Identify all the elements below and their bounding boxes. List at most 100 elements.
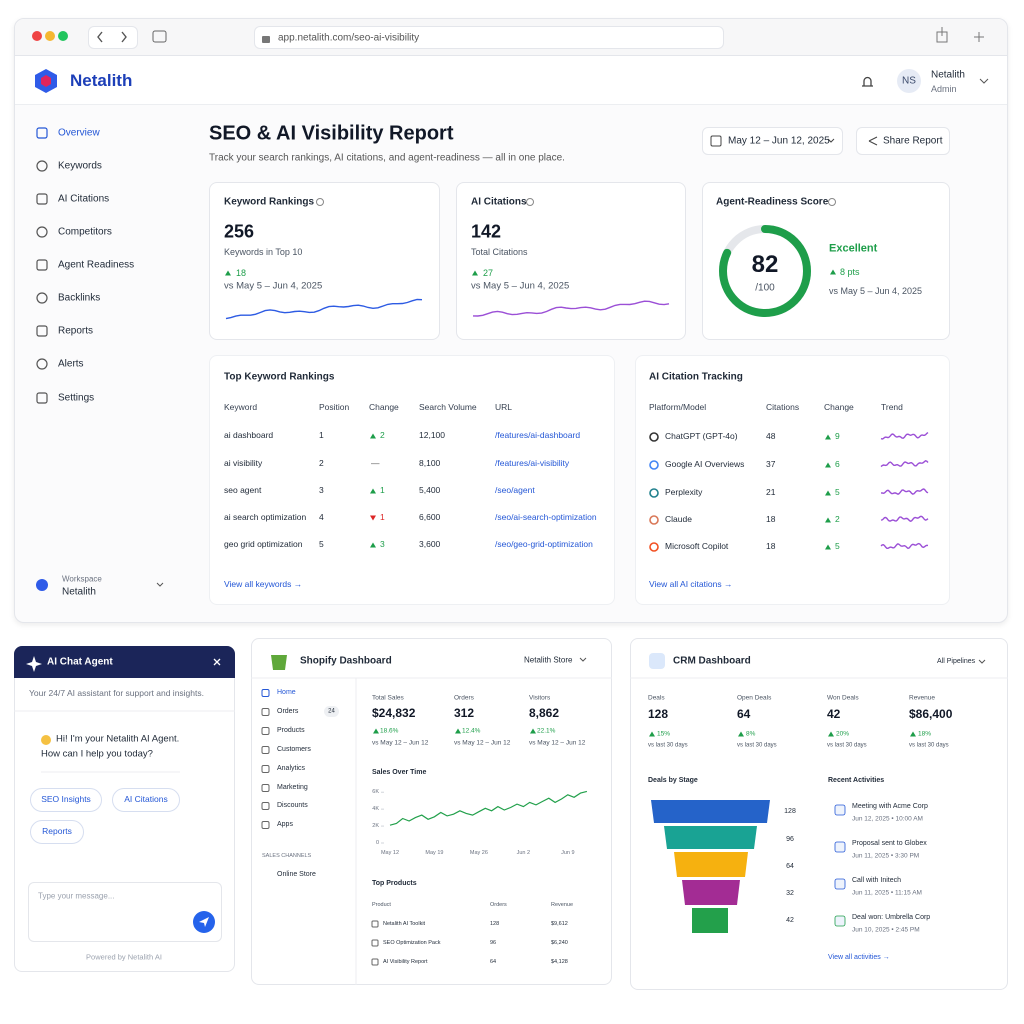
url-link[interactable]: /seo/geo-grid-optimization <box>495 539 593 550</box>
volume: 12,100 <box>419 430 445 441</box>
message-input[interactable] <box>28 882 222 942</box>
url-link[interactable]: /seo/agent <box>495 485 535 496</box>
card-caption: Total Citations <box>471 246 528 257</box>
product-revenue: $6,240 <box>551 939 568 946</box>
share-button[interactable] <box>856 127 950 155</box>
nav-item[interactable]: Customers <box>277 745 311 753</box>
volume: 6,600 <box>419 512 441 523</box>
chip[interactable] <box>30 788 102 812</box>
chip-label[interactable]: SEO Insights <box>41 794 91 805</box>
nav-item[interactable]: Discounts <box>277 801 308 809</box>
chevron[interactable] <box>156 582 164 587</box>
url-link[interactable]: /seo/ai-search-optimization <box>495 512 597 523</box>
keyword-table-panel <box>209 355 615 605</box>
platform-icon <box>649 542 659 552</box>
column-header: Change <box>824 402 854 413</box>
x-tick-label: May 12 <box>380 849 400 856</box>
nav-item[interactable]: Alerts <box>58 358 84 370</box>
nav-item[interactable]: Home <box>277 688 296 696</box>
kpi-value: 64 <box>737 707 751 722</box>
view-all-link[interactable]: View all AI citations <box>649 579 732 590</box>
url-link[interactable]: /features/ai-visibility <box>495 458 570 469</box>
nav-item[interactable]: Settings <box>58 392 95 404</box>
gauge-value <box>719 225 811 317</box>
kpi-value: 8,862 <box>529 706 560 721</box>
x-tick-label: May 19 <box>425 849 444 856</box>
kpi-label: Won Deals <box>827 694 859 702</box>
nav-item[interactable]: Keywords <box>58 160 102 172</box>
score: 82 <box>751 251 779 279</box>
chevron <box>827 138 835 143</box>
sparkline <box>225 298 423 320</box>
nav-item[interactable]: Orders <box>277 707 299 715</box>
nav-buttons[interactable] <box>88 26 138 49</box>
platform: Claude <box>665 514 692 525</box>
panel-subtitle: Your 24/7 AI assistant for support and i… <box>29 688 204 699</box>
stage-count: 32 <box>786 889 794 897</box>
chevron[interactable] <box>579 657 986 664</box>
view-all-link[interactable]: View all activities <box>828 954 890 962</box>
kpi-value: 42 <box>827 707 841 722</box>
chip[interactable] <box>112 788 180 812</box>
trend-arrow <box>825 517 831 523</box>
kpi-delta: 18.6% <box>380 727 399 735</box>
nav-item[interactable]: Overview <box>58 127 100 139</box>
nav-icon <box>261 765 270 773</box>
nav-item[interactable]: Competitors <box>58 226 112 238</box>
x-tick-label: Jun 2 <box>516 849 531 856</box>
nav-icon <box>261 746 270 754</box>
url-link[interactable]: /features/ai-dashboard <box>495 430 581 441</box>
product-name: Netalith AI Toolkit <box>383 920 426 927</box>
nav-item[interactable]: Agent Readiness <box>58 259 135 271</box>
chevron[interactable] <box>979 78 989 84</box>
y-tick-label: 2K <box>372 822 379 829</box>
bell-icon[interactable] <box>862 76 873 87</box>
pipeline-filter[interactable]: All Pipelines <box>937 657 976 665</box>
product-name: AI Visibility Report <box>383 958 428 965</box>
chip-label[interactable]: AI Citations <box>124 794 168 805</box>
change: 1 <box>380 512 385 523</box>
nav-item[interactable]: Backlinks <box>58 292 101 304</box>
card-compare: vs May 5 – Jun 4, 2025 <box>224 280 323 292</box>
card-title: AI Citations <box>471 196 527 208</box>
nav-item[interactable]: Reports <box>58 325 94 337</box>
kpi-value: $24,832 <box>372 706 416 721</box>
nav-icon <box>36 193 48 205</box>
keyword: ai search optimization <box>224 512 307 523</box>
change: — <box>371 458 380 469</box>
send-icon <box>199 917 209 927</box>
product-revenue: $4,128 <box>551 958 568 965</box>
store-select[interactable]: Netalith Store <box>524 655 573 665</box>
card-caption: Keywords in Top 10 <box>224 246 303 257</box>
nav-item[interactable]: Analytics <box>277 764 306 772</box>
keyword: ai dashboard <box>224 430 274 441</box>
nav-icon <box>36 259 48 271</box>
nav-icon <box>261 821 270 829</box>
chip-label[interactable]: Reports <box>42 826 72 837</box>
info-icon <box>316 198 324 206</box>
platform-icon <box>649 432 659 442</box>
nav-item[interactable]: Apps <box>277 820 293 828</box>
date-picker[interactable] <box>702 127 843 155</box>
share-label[interactable]: Share Report <box>883 135 943 147</box>
funnel-stage <box>664 826 757 849</box>
nav-item[interactable]: Products <box>277 726 305 734</box>
traffic-light <box>58 31 68 41</box>
traffic-light <box>32 31 42 41</box>
chip[interactable] <box>30 820 84 844</box>
trend-arrow <box>828 731 834 737</box>
close-icon[interactable] <box>213 658 221 666</box>
nav-item[interactable]: Marketing <box>277 783 308 791</box>
nav-item[interactable]: AI Citations <box>58 193 110 205</box>
readiness-delta: 8 pts <box>840 266 860 277</box>
view-all-link[interactable]: View all keywords <box>224 579 302 590</box>
channel[interactable]: Online Store <box>277 870 316 878</box>
platform-icon <box>649 488 659 498</box>
date-range[interactable]: May 12 – Jun 12, 2025 <box>728 135 830 147</box>
url-bar[interactable] <box>254 26 724 49</box>
sparkline <box>880 488 929 495</box>
card-delta: 18 <box>236 267 247 278</box>
avatar[interactable] <box>897 69 921 93</box>
